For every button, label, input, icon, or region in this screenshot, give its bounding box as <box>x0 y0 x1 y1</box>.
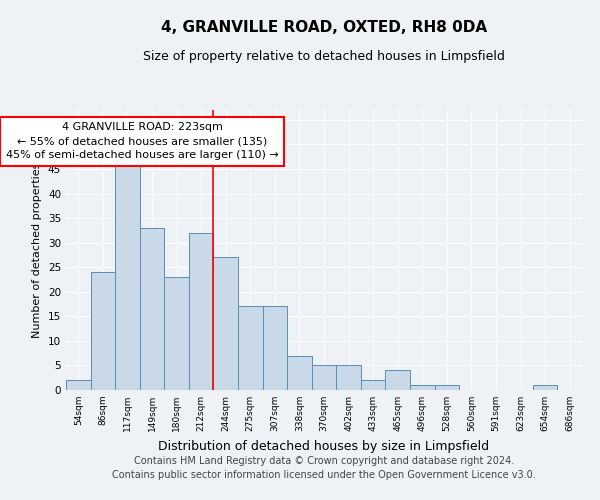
Bar <box>115 164 140 390</box>
Bar <box>189 233 214 390</box>
Bar <box>312 366 336 390</box>
Bar <box>164 277 189 390</box>
Bar <box>434 385 459 390</box>
Text: 4 GRANVILLE ROAD: 223sqm
← 55% of detached houses are smaller (135)
45% of semi-: 4 GRANVILLE ROAD: 223sqm ← 55% of detach… <box>6 122 278 160</box>
Bar <box>361 380 385 390</box>
Text: Size of property relative to detached houses in Limpsfield: Size of property relative to detached ho… <box>143 50 505 63</box>
Bar <box>385 370 410 390</box>
Bar <box>238 306 263 390</box>
Bar <box>140 228 164 390</box>
Bar <box>263 306 287 390</box>
Text: Contains HM Land Registry data © Crown copyright and database right 2024.
Contai: Contains HM Land Registry data © Crown c… <box>112 456 536 480</box>
Bar <box>410 385 434 390</box>
Bar <box>66 380 91 390</box>
Bar <box>533 385 557 390</box>
Bar <box>336 366 361 390</box>
Bar <box>214 258 238 390</box>
X-axis label: Distribution of detached houses by size in Limpsfield: Distribution of detached houses by size … <box>158 440 490 452</box>
Text: 4, GRANVILLE ROAD, OXTED, RH8 0DA: 4, GRANVILLE ROAD, OXTED, RH8 0DA <box>161 20 487 35</box>
Bar <box>91 272 115 390</box>
Bar <box>287 356 312 390</box>
Y-axis label: Number of detached properties: Number of detached properties <box>32 162 43 338</box>
